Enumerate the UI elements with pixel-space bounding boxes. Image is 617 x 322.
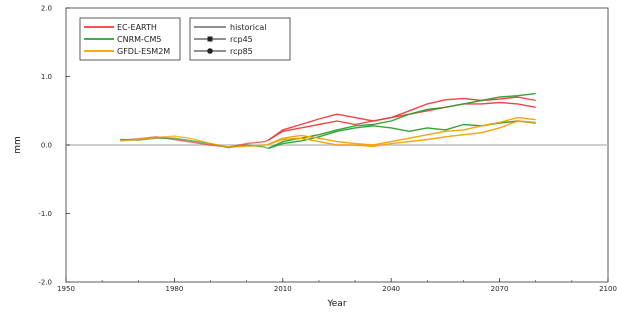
legend-circle-marker <box>207 48 213 54</box>
y-tick-label: 0.0 <box>41 142 52 150</box>
y-tick-label: -2.0 <box>38 279 52 287</box>
x-tick-label: 1950 <box>57 285 75 293</box>
legend-model-label: CNRM-CM5 <box>117 35 162 44</box>
series-line-gfdl-esm2m-historical <box>120 135 269 148</box>
legend-scenario-label: rcp45 <box>230 35 253 44</box>
x-tick-label: 2070 <box>491 285 509 293</box>
series-line-gfdl-esm2m-rcp45 <box>268 120 536 148</box>
series-layer <box>120 92 536 150</box>
x-axis-label: Year <box>326 299 346 309</box>
x-tick-label: 1980 <box>165 285 183 293</box>
legend-model-label: GFDL-ESM2M <box>117 47 170 56</box>
y-tick-label: 2.0 <box>41 5 52 13</box>
legend-scenario-label: rcp85 <box>230 47 253 56</box>
x-tick-label: 2100 <box>599 285 617 293</box>
y-tick-label: 1.0 <box>41 73 52 81</box>
axis-ticks: 1950 1980 2010 2040 2070 2100 2.0 1.0 0.0 -1.0 -2.… <box>38 5 617 294</box>
x-tick-label: 2010 <box>274 285 292 293</box>
legend-scenarios: historical rcp45 rcp85 <box>189 17 291 61</box>
series-line-ec-earth-rcp45 <box>267 101 536 141</box>
x-tick-label: 2040 <box>382 285 400 293</box>
legend-scenario-label: historical <box>230 23 267 32</box>
y-axis-label: mm <box>13 136 23 154</box>
series-line-ec-earth-rcp85 <box>267 96 536 141</box>
series-line-gfdl-esm2m-rcp85 <box>268 116 536 146</box>
y-tick-label: -1.0 <box>38 210 52 218</box>
legend-square-marker <box>207 36 213 42</box>
legend-models: EC-EARTH CNRM-CM5 GFDL-ESM2M <box>79 17 181 61</box>
legend-model-label: EC-EARTH <box>117 23 157 32</box>
